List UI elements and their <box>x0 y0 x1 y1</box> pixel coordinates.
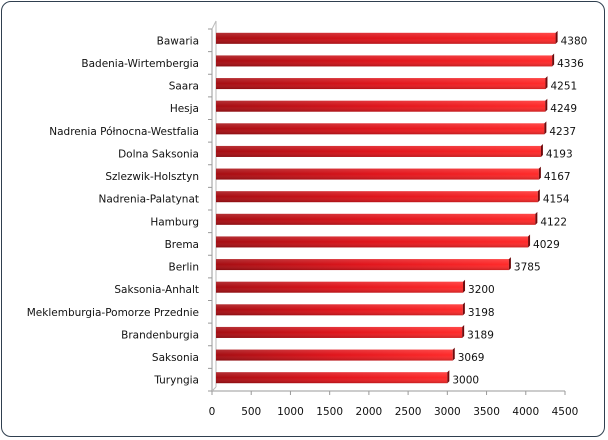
bar: 4336 <box>216 53 584 70</box>
value-label: 4237 <box>549 126 576 138</box>
bar-side <box>463 279 466 293</box>
x-tick-label: 0 <box>209 406 216 418</box>
bar: 4251 <box>216 76 577 93</box>
bar-shading <box>216 281 464 293</box>
category-label: Saksonia-Anhalt <box>114 284 199 296</box>
bar: 3198 <box>216 302 495 319</box>
bar-side <box>545 98 548 112</box>
bar: 4167 <box>216 166 571 183</box>
x-tick-label: 500 <box>241 406 261 418</box>
value-label: 4122 <box>540 216 567 228</box>
value-label: 3198 <box>468 307 495 319</box>
value-label: 4249 <box>550 103 577 115</box>
bar-shading <box>216 100 546 112</box>
bar: 3000 <box>216 370 479 387</box>
bar: 4122 <box>216 211 567 228</box>
value-label: 3189 <box>467 329 494 341</box>
bar-side <box>535 211 538 225</box>
value-label: 4380 <box>561 35 588 47</box>
bar-side <box>545 76 548 90</box>
x-tick-label: 1500 <box>316 406 343 418</box>
bar-shading <box>216 145 541 157</box>
value-label: 3200 <box>468 284 495 296</box>
x-tick-label: 3000 <box>434 406 461 418</box>
value-label: 3785 <box>514 262 541 274</box>
bar: 4380 <box>216 30 588 47</box>
value-label: 4251 <box>550 81 577 93</box>
x-tick-label: 3500 <box>473 406 500 418</box>
bar: 3200 <box>216 279 495 296</box>
bar-side <box>462 324 465 338</box>
bar: 4249 <box>216 98 577 115</box>
bar-side <box>447 370 450 384</box>
bar-side <box>508 257 511 271</box>
x-tick-label: 2000 <box>356 406 383 418</box>
value-label: 4167 <box>544 171 571 183</box>
category-label: Nadrenia Północna-Westfalia <box>49 126 199 138</box>
bar-side <box>537 189 540 203</box>
category-label: Brema <box>165 239 199 251</box>
value-label: 3069 <box>458 352 485 364</box>
bar-shading <box>216 55 553 67</box>
bar-shading <box>216 259 509 271</box>
value-label: 4154 <box>543 194 570 206</box>
bar: 3069 <box>216 347 485 364</box>
bar-shading <box>216 123 545 135</box>
category-label: Szlezwik-Holsztyn <box>105 171 199 183</box>
category-label: Bawaria <box>157 35 199 47</box>
bar-side <box>544 121 547 135</box>
bar-shading <box>216 32 556 44</box>
floor-edge <box>211 386 217 392</box>
value-label: 4193 <box>546 148 573 160</box>
x-tick-label: 2500 <box>395 406 422 418</box>
value-label: 3000 <box>452 375 479 387</box>
bar: 4029 <box>216 234 560 251</box>
category-label: Saara <box>169 81 199 93</box>
bar-side <box>540 143 543 157</box>
bar: 4193 <box>216 143 573 160</box>
bar-shading <box>216 349 453 361</box>
back-wall-top <box>211 20 217 30</box>
x-tick-label: 4500 <box>552 406 579 418</box>
bar-shading <box>216 304 463 316</box>
category-label: Meklemburgia-Pomorze Przednie <box>27 307 199 319</box>
bar: 4154 <box>216 189 570 206</box>
category-label: Badenia-Wirtembergia <box>81 58 199 70</box>
x-tick-label: 4000 <box>512 406 539 418</box>
bar: 3189 <box>216 324 494 341</box>
category-label: Brandenburgia <box>121 329 199 341</box>
value-label: 4336 <box>557 58 584 70</box>
bar-side <box>462 302 465 316</box>
category-label: Nadrenia-Palatynat <box>99 194 199 206</box>
bar-side <box>452 347 455 361</box>
bar: 3785 <box>216 257 541 274</box>
category-label: Hesja <box>170 103 199 115</box>
value-label: 4029 <box>533 239 560 251</box>
category-label: Dolna Saksonia <box>118 148 199 160</box>
bar-shading <box>216 372 448 384</box>
bar-side <box>538 166 541 180</box>
bar-shading <box>216 78 546 90</box>
x-tick-label: 1000 <box>277 406 304 418</box>
bar-shading <box>216 191 538 203</box>
bar: 4237 <box>216 121 576 138</box>
bar-side <box>552 53 555 67</box>
category-label: Saksonia <box>152 352 199 364</box>
bar-side <box>528 234 531 248</box>
bar-shading <box>216 236 529 248</box>
bar-shading <box>216 168 539 180</box>
category-label: Turyngia <box>153 375 199 387</box>
category-label: Berlin <box>169 262 199 274</box>
category-label: Hamburg <box>150 216 199 228</box>
bar-shading <box>216 213 536 225</box>
bar-shading <box>216 326 463 338</box>
bar-side <box>555 30 558 44</box>
